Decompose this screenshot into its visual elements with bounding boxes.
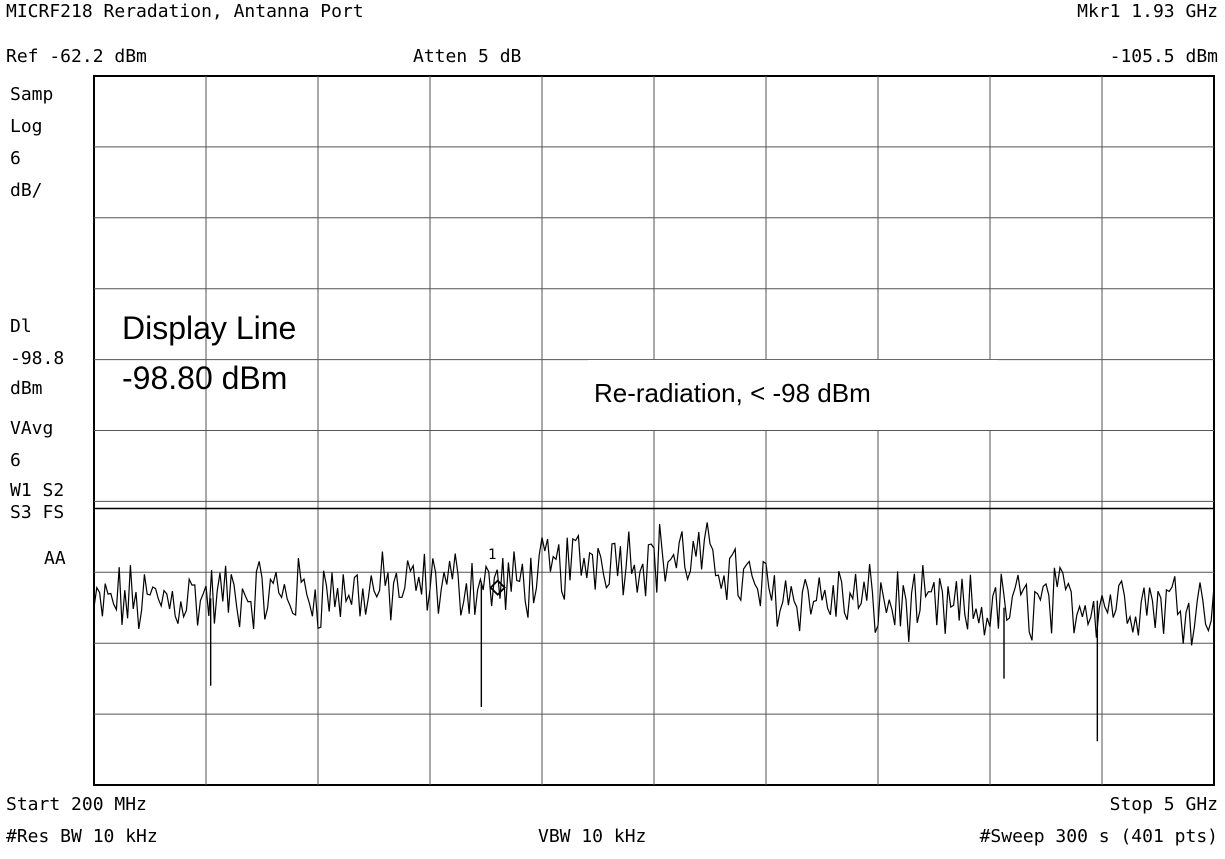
attenuation: Atten 5 dB: [413, 46, 522, 67]
video-bandwidth: VBW 10 kHz: [538, 826, 647, 847]
grid: [94, 76, 1214, 785]
reradiation-note: Re-radiation, < -98 dBm: [594, 378, 871, 408]
display-line-title: Display Line: [122, 310, 297, 346]
detector-mode: Samp: [10, 84, 54, 105]
trace-states-3: AA: [44, 548, 66, 569]
average-label: VAvg: [10, 418, 54, 439]
marker-frequency: Mkr1 1.93 GHz: [1077, 1, 1218, 22]
display-line-label: Dl: [10, 316, 32, 337]
display-line-value-small: -98.8: [10, 348, 65, 369]
annotation-backdrop: [588, 360, 998, 430]
spectrum-trace: [93, 522, 1215, 646]
start-frequency: Start 200 MHz: [6, 794, 147, 815]
sweep-time: #Sweep 300 s (401 pts): [979, 826, 1218, 847]
resolution-bandwidth: #Res BW 10 kHz: [6, 826, 158, 847]
scale-value: 6: [10, 148, 21, 169]
chart-title: MICRF218 Reradation, Antanna Port: [6, 1, 364, 22]
marker-level: -105.5 dBm: [1109, 46, 1218, 67]
scale-unit: dB/: [10, 180, 43, 201]
marker-diamond-icon: [489, 579, 506, 596]
marker-1: [489, 579, 506, 596]
ref-level: Ref -62.2 dBm: [6, 46, 147, 67]
marker-number: 1: [488, 547, 497, 563]
display-line-unit: dBm: [10, 378, 43, 399]
trace-states-2: S3 FS: [10, 502, 65, 523]
display-line-value: -98.80 dBm: [122, 360, 288, 396]
stop-frequency: Stop 5 GHz: [1109, 794, 1218, 815]
trace-states-1: W1 S2: [10, 480, 65, 501]
scale-type: Log: [10, 116, 43, 137]
average-count: 6: [10, 450, 21, 471]
